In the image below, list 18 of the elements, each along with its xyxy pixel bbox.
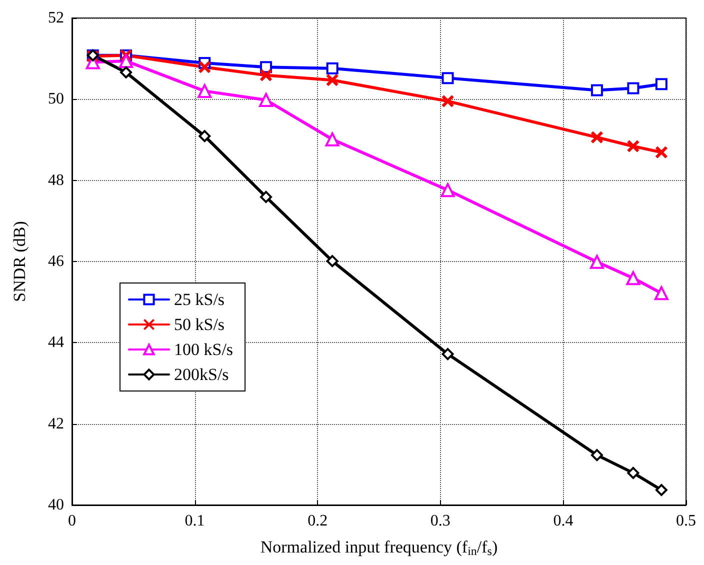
x-tick-label: 0.4 bbox=[553, 512, 574, 530]
x-tick-label: 0.2 bbox=[308, 512, 328, 530]
y-tick-label: 42 bbox=[48, 415, 64, 432]
y-tick-label: 50 bbox=[48, 90, 64, 108]
y-tick-label: 46 bbox=[48, 253, 64, 270]
legend-label: 50 kS/s bbox=[174, 315, 225, 334]
legend-label: 100 kS/s bbox=[174, 340, 234, 359]
x-tick-label: 0.5 bbox=[676, 512, 696, 530]
y-axis-title: SNDR (dB) bbox=[10, 221, 29, 302]
y-tick-label: 40 bbox=[48, 496, 64, 514]
legend-label: 25 kS/s bbox=[174, 290, 225, 309]
x-tick-label: 0.1 bbox=[184, 512, 205, 530]
y-tick-label: 48 bbox=[48, 172, 64, 189]
x-tick-label: 0.3 bbox=[430, 512, 450, 530]
y-tick-label: 44 bbox=[48, 334, 64, 352]
x-tick-label: 0 bbox=[68, 512, 76, 530]
legend-label: 200kS/s bbox=[174, 365, 229, 384]
y-tick-label: 52 bbox=[48, 10, 64, 26]
